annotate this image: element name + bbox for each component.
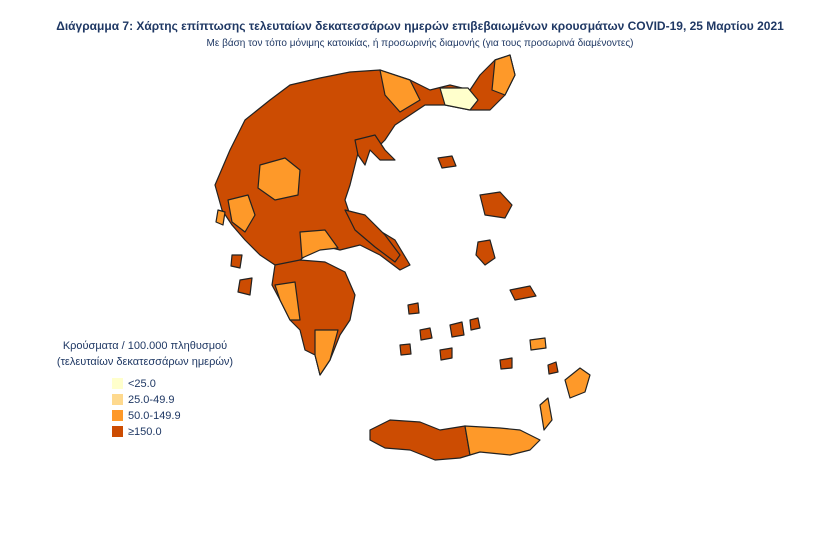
- region: [464, 425, 541, 456]
- region: [271, 259, 356, 376]
- subtitle: Με βάση τον τόπο μόνιμης κατοικίας, ή πρ…: [207, 37, 634, 49]
- region: [439, 347, 453, 361]
- legend-label: 50.0-149.9: [128, 410, 181, 422]
- region: [475, 239, 496, 266]
- legend-label: <25.0: [128, 378, 156, 390]
- legend-label: 25.0-49.9: [128, 394, 174, 406]
- region: [499, 357, 513, 370]
- title: Διάγραμμα 7: Χάρτης επίπτωσης τελευταίων…: [56, 19, 784, 33]
- region: [509, 285, 537, 301]
- region: [230, 254, 243, 269]
- map: [214, 54, 591, 461]
- region: [407, 302, 420, 315]
- legend-title: Κρούσματα / 100.000 πληθυσμού: [63, 340, 227, 352]
- region: [215, 209, 226, 226]
- region: [354, 134, 396, 166]
- legend-swatch: [112, 378, 123, 389]
- region: [379, 69, 421, 113]
- region: [314, 329, 339, 376]
- region: [439, 87, 479, 111]
- legend-label: ≥150.0: [128, 426, 162, 438]
- legend-title: (τελευταίων δεκατεσσάρων ημερών): [57, 356, 233, 368]
- region: [469, 317, 481, 331]
- legend-swatch: [112, 426, 123, 437]
- region: [564, 367, 591, 399]
- region: [491, 54, 516, 96]
- region: [237, 277, 253, 296]
- region: [437, 155, 457, 169]
- region: [399, 343, 412, 356]
- region: [449, 321, 465, 338]
- legend-swatch: [112, 410, 123, 421]
- legend: <25.0 25.0-49.9 50.0-149.9 ≥150.0: [112, 378, 181, 438]
- region: [529, 337, 547, 351]
- region: [344, 209, 401, 263]
- region: [479, 191, 513, 219]
- region: [419, 327, 433, 341]
- region: [369, 419, 471, 461]
- region: [539, 397, 553, 431]
- region: [227, 194, 256, 233]
- region: [274, 281, 301, 321]
- region: [547, 361, 559, 375]
- region: [257, 157, 301, 201]
- region: [299, 229, 339, 259]
- legend-swatch: [112, 394, 123, 405]
